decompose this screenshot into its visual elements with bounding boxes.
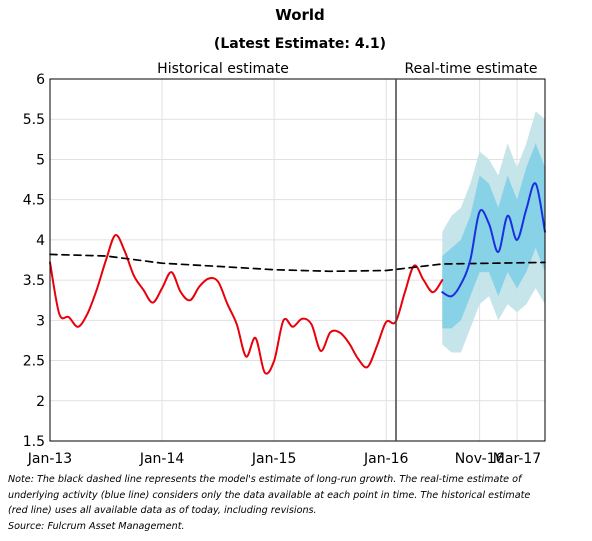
tick-labels: 1.5 2 2.5 3 3.5 4 4.5 5 5.5 6 Jan-13 Jan-14 Jan-15 Ja… — [23, 72, 541, 467]
x-tick-label: Jan-13 — [27, 451, 72, 467]
series-line-realtime — [441, 182, 546, 298]
chart-subtitle: (Latest Estimate: 4.1) — [214, 36, 386, 52]
note-source: Source: Fulcrum Asset Management. — [8, 520, 185, 532]
chart-area: World (Latest Estimate: 4.1) Historical … — [23, 6, 546, 467]
plot-frame — [49, 78, 546, 442]
y-tick-label: 3 — [36, 313, 45, 329]
y-tick-label: 6 — [36, 72, 45, 88]
x-tick-label: Jan-15 — [251, 451, 296, 467]
note-line-1: Note: The black dashed line represents t… — [8, 474, 522, 485]
x-tick-label: Jan-16 — [363, 451, 409, 467]
x-tick-label: Jan-14 — [139, 451, 185, 467]
confidence-bands — [442, 111, 545, 353]
y-tick-label: 2.5 — [23, 354, 45, 370]
y-tick-label: 1.5 — [23, 434, 45, 450]
note-line-3: (red line) uses all available data as of… — [8, 505, 317, 516]
confidence-band — [442, 143, 545, 329]
series-line-historical — [49, 234, 444, 375]
panel-label-realtime: Real-time estimate — [405, 61, 538, 77]
x-tick-label: Nov-16 — [455, 451, 505, 467]
series-lines — [49, 182, 546, 375]
series-line-long-run — [49, 253, 546, 273]
chart-title: World — [275, 6, 325, 24]
axes — [49, 78, 546, 442]
y-tick-label: 5 — [36, 152, 45, 168]
chart-note: Note: The black dashed line represents t… — [8, 472, 588, 534]
note-line-2: underlying activity (blue line) consider… — [8, 489, 531, 501]
y-tick-label: 4 — [36, 233, 45, 249]
y-tick-label: 3.5 — [23, 273, 45, 289]
y-tick-label: 4.5 — [23, 193, 45, 209]
y-tick-label: 2 — [36, 394, 45, 410]
panel-label-historical: Historical estimate — [157, 61, 289, 77]
x-tick-label: Mar-17 — [493, 451, 541, 467]
y-tick-label: 5.5 — [23, 112, 45, 128]
